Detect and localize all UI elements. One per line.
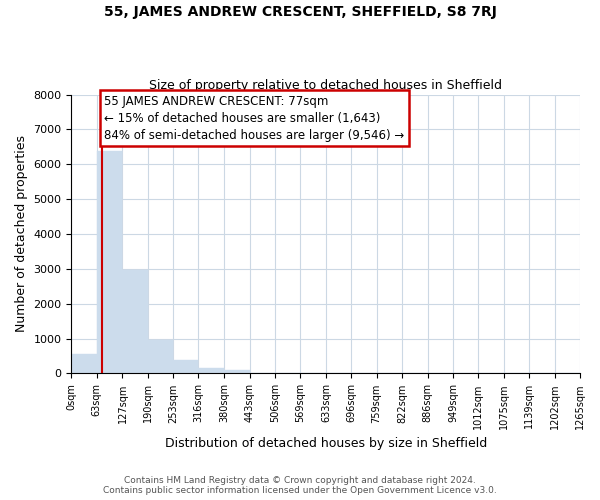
- Bar: [199, 368, 224, 374]
- Text: 55, JAMES ANDREW CRESCENT, SHEFFIELD, S8 7RJ: 55, JAMES ANDREW CRESCENT, SHEFFIELD, S8…: [104, 5, 496, 19]
- Title: Size of property relative to detached houses in Sheffield: Size of property relative to detached ho…: [149, 79, 502, 92]
- Bar: [173, 360, 199, 374]
- Bar: [224, 370, 250, 374]
- Bar: [97, 151, 122, 374]
- Bar: [148, 340, 173, 374]
- Text: 55 JAMES ANDREW CRESCENT: 77sqm
← 15% of detached houses are smaller (1,643)
84%: 55 JAMES ANDREW CRESCENT: 77sqm ← 15% of…: [104, 94, 404, 142]
- Y-axis label: Number of detached properties: Number of detached properties: [15, 136, 28, 332]
- Bar: [122, 270, 148, 374]
- Bar: [71, 354, 97, 374]
- Text: Contains HM Land Registry data © Crown copyright and database right 2024.
Contai: Contains HM Land Registry data © Crown c…: [103, 476, 497, 495]
- X-axis label: Distribution of detached houses by size in Sheffield: Distribution of detached houses by size …: [164, 437, 487, 450]
